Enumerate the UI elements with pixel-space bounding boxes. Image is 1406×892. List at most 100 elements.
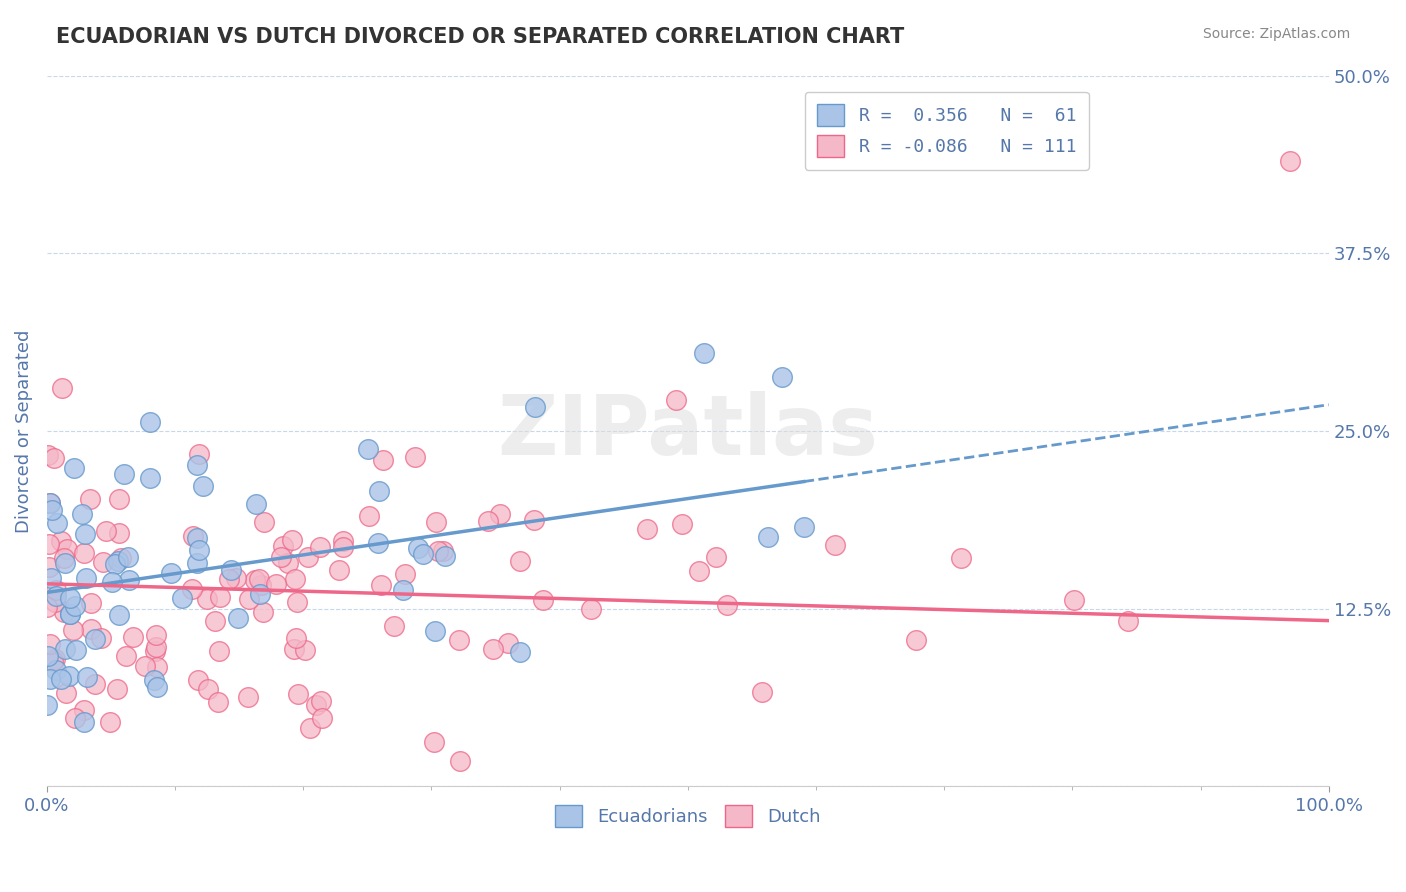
Point xyxy=(146,659,169,673)
Point xyxy=(39,571,62,585)
Point xyxy=(55,542,77,557)
Point xyxy=(253,515,276,529)
Point xyxy=(328,563,350,577)
Point xyxy=(104,558,127,572)
Point xyxy=(42,655,65,669)
Point xyxy=(195,592,218,607)
Point xyxy=(73,703,96,717)
Point xyxy=(245,497,267,511)
Point xyxy=(96,524,118,538)
Point xyxy=(187,673,209,687)
Point xyxy=(716,598,738,612)
Point xyxy=(62,461,84,475)
Point xyxy=(122,631,145,645)
Point xyxy=(273,539,295,553)
Point xyxy=(44,595,66,609)
Point xyxy=(370,578,392,592)
Point xyxy=(704,550,727,565)
Point xyxy=(38,560,60,574)
Point xyxy=(207,644,229,658)
Point xyxy=(270,550,292,565)
Point xyxy=(294,642,316,657)
Point xyxy=(49,534,72,549)
Point xyxy=(1116,615,1139,629)
Point xyxy=(143,644,166,658)
Point xyxy=(423,735,446,749)
Point xyxy=(73,714,96,729)
Point xyxy=(204,615,226,629)
Point xyxy=(434,549,457,564)
Point xyxy=(45,589,67,603)
Point xyxy=(55,556,77,570)
Point xyxy=(392,582,415,597)
Point xyxy=(114,467,136,481)
Point xyxy=(41,502,63,516)
Point xyxy=(665,393,688,408)
Legend: Ecuadorians, Dutch: Ecuadorians, Dutch xyxy=(548,797,828,834)
Point xyxy=(117,549,139,564)
Point xyxy=(139,415,162,429)
Point xyxy=(53,551,76,566)
Point xyxy=(1063,593,1085,607)
Point xyxy=(55,686,77,700)
Point xyxy=(496,636,519,650)
Point xyxy=(98,714,121,729)
Point xyxy=(145,640,167,654)
Point xyxy=(170,591,193,605)
Point xyxy=(477,514,499,528)
Point xyxy=(90,631,112,645)
Point xyxy=(382,618,405,632)
Point xyxy=(332,541,354,555)
Point xyxy=(186,458,208,473)
Point xyxy=(305,698,328,712)
Point xyxy=(432,544,454,558)
Point xyxy=(297,549,319,564)
Point xyxy=(187,447,209,461)
Point xyxy=(107,607,129,622)
Point xyxy=(770,370,793,384)
Point xyxy=(80,596,103,610)
Point xyxy=(84,632,107,647)
Point xyxy=(83,677,105,691)
Point xyxy=(45,663,67,677)
Point xyxy=(142,673,165,688)
Point xyxy=(139,471,162,485)
Point xyxy=(824,538,846,552)
Point xyxy=(671,516,693,531)
Point xyxy=(59,591,82,606)
Point xyxy=(38,672,60,686)
Point xyxy=(238,690,260,705)
Text: Source: ZipAtlas.com: Source: ZipAtlas.com xyxy=(1202,27,1350,41)
Point xyxy=(298,721,321,735)
Point xyxy=(145,680,167,694)
Point xyxy=(412,547,434,561)
Y-axis label: Divorced or Separated: Divorced or Separated xyxy=(15,329,32,533)
Point xyxy=(207,695,229,709)
Point xyxy=(186,556,208,570)
Point xyxy=(160,566,183,580)
Text: ECUADORIAN VS DUTCH DIVORCED OR SEPARATED CORRELATION CHART: ECUADORIAN VS DUTCH DIVORCED OR SEPARATE… xyxy=(56,27,904,46)
Point xyxy=(219,563,242,577)
Point xyxy=(481,642,503,657)
Point xyxy=(636,522,658,536)
Point xyxy=(357,442,380,456)
Point xyxy=(91,555,114,569)
Point xyxy=(688,565,710,579)
Point xyxy=(110,550,132,565)
Point xyxy=(79,491,101,506)
Point xyxy=(45,583,67,598)
Point xyxy=(107,554,129,568)
Point xyxy=(243,573,266,587)
Point xyxy=(197,682,219,697)
Point xyxy=(368,483,391,498)
Point xyxy=(264,577,287,591)
Point xyxy=(793,520,815,534)
Point xyxy=(489,508,512,522)
Point xyxy=(285,632,308,646)
Point xyxy=(42,450,65,465)
Point xyxy=(581,601,603,615)
Point xyxy=(404,450,426,464)
Point xyxy=(285,595,308,609)
Point xyxy=(35,698,58,713)
Text: ZIPatlas: ZIPatlas xyxy=(498,391,879,472)
